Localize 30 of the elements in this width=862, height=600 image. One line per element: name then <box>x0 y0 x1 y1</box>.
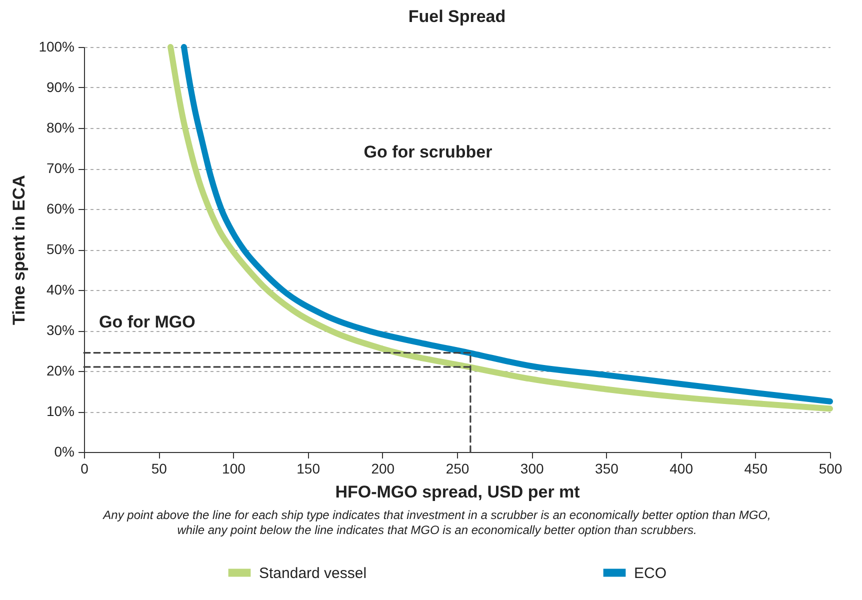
x-axis-title: HFO-MGO spread, USD per mt <box>335 482 580 502</box>
x-tick-label: 50 <box>151 460 168 476</box>
y-tick-label: 0% <box>54 444 74 460</box>
y-tick-label: 10% <box>46 403 74 419</box>
annotation: Go for MGO <box>99 312 196 332</box>
legend-label: Standard vessel <box>259 564 367 582</box>
x-tick-label: 100 <box>222 460 246 476</box>
x-tick-label: 300 <box>520 460 544 476</box>
chart-title: Fuel Spread <box>408 7 506 26</box>
x-tick-label: 0 <box>80 460 89 476</box>
legend-label: ECO <box>634 564 667 582</box>
x-tick-label: 350 <box>595 460 619 476</box>
annotation: Go for scrubber <box>364 142 493 162</box>
x-tick-label: 150 <box>296 460 320 476</box>
y-tick-label: 30% <box>46 322 74 338</box>
y-tick-label: 50% <box>46 241 74 257</box>
x-tick-label: 250 <box>446 460 470 476</box>
y-tick-label: 40% <box>46 282 74 298</box>
y-tick-label: 60% <box>46 200 74 216</box>
text: Any point above the line for each ship type indicates that investment in a scrubber is an economically better option than MGO, while any point below the line indicates that MGO is an economically better option than scrubbers. <box>102 508 771 537</box>
y-tick-label: 100% <box>38 38 74 54</box>
y-tick-label: 20% <box>46 362 74 378</box>
y-tick-label: 80% <box>46 120 74 136</box>
x-tick-label: 500 <box>818 460 842 476</box>
y-axis-title: Time spent in ECA <box>10 175 29 325</box>
x-tick-label: 450 <box>744 460 768 476</box>
y-tick-label: 90% <box>46 79 74 95</box>
x-tick-label: 200 <box>371 460 395 476</box>
y-tick-label: 70% <box>46 160 74 176</box>
x-tick-label: 400 <box>670 460 694 476</box>
